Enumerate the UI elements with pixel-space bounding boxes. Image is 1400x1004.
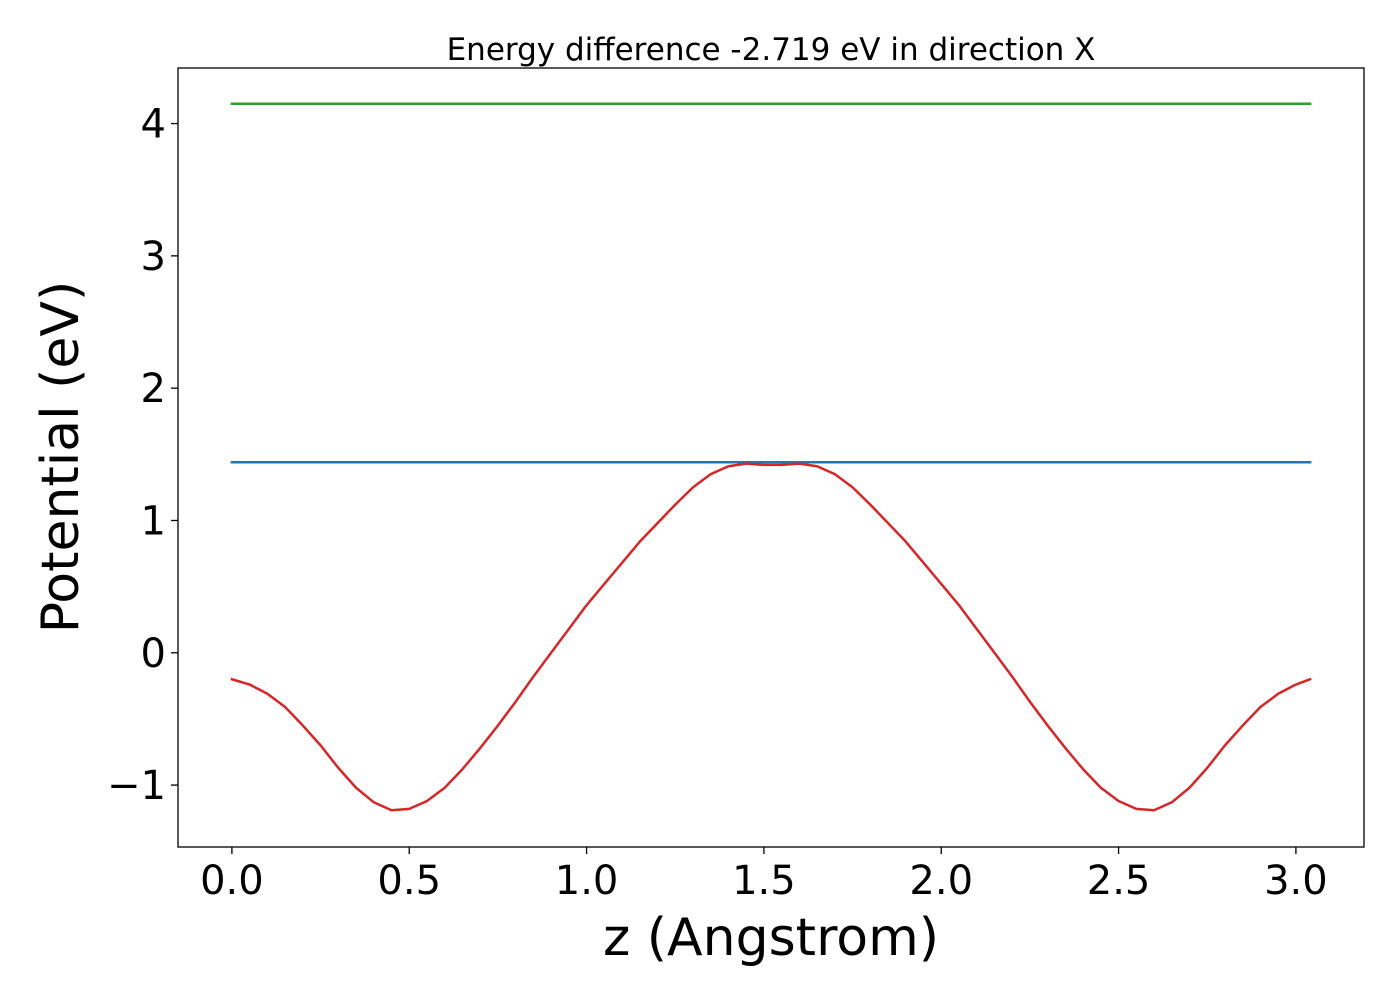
ticks-layer: 0.0 0.5 1.0 1.5 2.0 2.5 3.0 −1 0 1 2 3 4 xyxy=(107,102,1328,904)
series-line-2 xyxy=(230,462,1312,812)
x-tick-label: 1.0 xyxy=(555,858,619,904)
x-tick-label: 2.5 xyxy=(1087,858,1151,904)
plot-frame xyxy=(177,67,1365,848)
y-tick-label: 0 xyxy=(141,631,166,677)
x-tick-label: 1.5 xyxy=(732,858,796,904)
y-tick-label: 4 xyxy=(141,102,166,148)
y-tick-label: 2 xyxy=(141,366,166,412)
x-tick-label: 2.0 xyxy=(909,858,973,904)
chart-title: Energy difference -2.719 eV in direction… xyxy=(447,32,1096,68)
y-tick-label: 3 xyxy=(141,234,166,280)
x-tick-label: 0.0 xyxy=(200,858,264,904)
y-tick-label: −1 xyxy=(107,763,166,809)
series-layer xyxy=(230,102,1312,812)
x-tick-label: 0.5 xyxy=(377,858,441,904)
y-axis-label: Potential (eV) xyxy=(31,281,91,633)
x-tick-label: 3.0 xyxy=(1264,858,1328,904)
y-tick-label: 1 xyxy=(141,498,166,544)
x-axis-label: z (Angstrom) xyxy=(603,908,939,968)
